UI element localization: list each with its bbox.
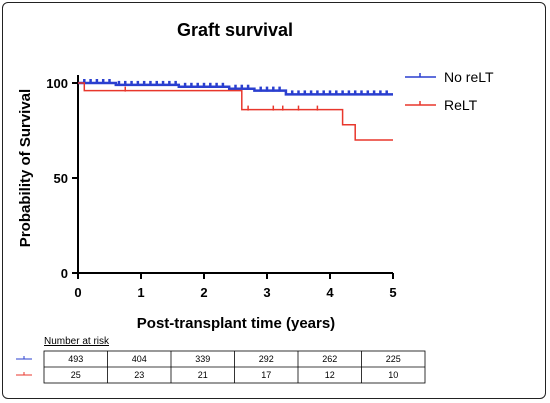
y-tick-label: 100 bbox=[46, 76, 68, 91]
risk-table: 493 404 339 292 262 225 25 23 21 17 12 10 bbox=[16, 350, 426, 384]
legend: No reLT ReLT bbox=[405, 69, 494, 113]
risk-cell: 21 bbox=[198, 370, 208, 380]
y-tick-label: 0 bbox=[61, 266, 68, 281]
y-axis-title: Probability of Survival bbox=[17, 89, 34, 247]
risk-cell: 17 bbox=[261, 370, 271, 380]
legend-label: No reLT bbox=[444, 69, 494, 85]
risk-cell: 225 bbox=[386, 354, 401, 364]
x-tick-label: 5 bbox=[389, 285, 396, 300]
risk-cell: 262 bbox=[322, 354, 337, 364]
risk-cell: 12 bbox=[325, 370, 335, 380]
series-line-relt bbox=[78, 82, 393, 141]
risk-cell: 404 bbox=[132, 354, 147, 364]
risk-cell: 339 bbox=[195, 354, 210, 364]
risk-cell: 292 bbox=[259, 354, 274, 364]
x-tick-label: 0 bbox=[74, 285, 81, 300]
risk-cell: 493 bbox=[68, 354, 83, 364]
x-tick-label: 1 bbox=[137, 285, 144, 300]
legend-label: ReLT bbox=[444, 97, 478, 113]
figure-frame bbox=[2, 2, 546, 399]
series-line-no-relt bbox=[78, 81, 393, 96]
x-axis-title: Post-transplant time (years) bbox=[137, 315, 335, 332]
risk-cell: 25 bbox=[71, 370, 81, 380]
x-tick-label: 2 bbox=[200, 285, 207, 300]
chart-title: Graft survival bbox=[177, 20, 293, 40]
risk-cell: 23 bbox=[134, 370, 144, 380]
y-tick-label: 50 bbox=[54, 171, 68, 186]
risk-table-title: Number at risk bbox=[44, 336, 110, 347]
risk-cell: 10 bbox=[388, 370, 398, 380]
x-tick-label: 4 bbox=[326, 285, 334, 300]
x-tick-label: 3 bbox=[263, 285, 270, 300]
